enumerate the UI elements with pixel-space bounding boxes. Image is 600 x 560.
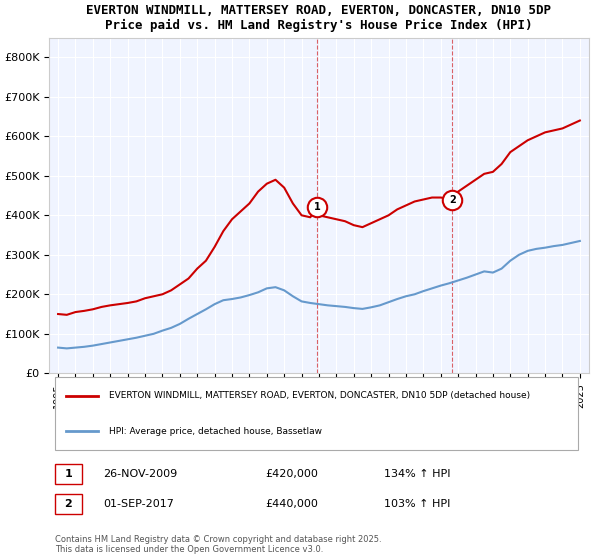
Text: EVERTON WINDMILL, MATTERSEY ROAD, EVERTON, DONCASTER, DN10 5DP (detached house): EVERTON WINDMILL, MATTERSEY ROAD, EVERTO… [109, 391, 530, 400]
FancyBboxPatch shape [55, 377, 578, 450]
Text: HPI: Average price, detached house, Bassetlaw: HPI: Average price, detached house, Bass… [109, 427, 322, 436]
Text: 01-SEP-2017: 01-SEP-2017 [103, 499, 174, 509]
Text: 103% ↑ HPI: 103% ↑ HPI [383, 499, 450, 509]
Title: EVERTON WINDMILL, MATTERSEY ROAD, EVERTON, DONCASTER, DN10 5DP
Price paid vs. HM: EVERTON WINDMILL, MATTERSEY ROAD, EVERTO… [86, 4, 551, 32]
FancyBboxPatch shape [55, 494, 82, 514]
FancyBboxPatch shape [55, 464, 82, 484]
Text: £420,000: £420,000 [265, 469, 318, 479]
Text: 26-NOV-2009: 26-NOV-2009 [103, 469, 178, 479]
Text: 2: 2 [64, 499, 72, 509]
Text: 2: 2 [449, 194, 456, 204]
Text: Contains HM Land Registry data © Crown copyright and database right 2025.
This d: Contains HM Land Registry data © Crown c… [55, 535, 382, 554]
Text: 134% ↑ HPI: 134% ↑ HPI [383, 469, 450, 479]
Text: 1: 1 [314, 202, 320, 212]
Text: 1: 1 [64, 469, 72, 479]
Text: £440,000: £440,000 [265, 499, 318, 509]
